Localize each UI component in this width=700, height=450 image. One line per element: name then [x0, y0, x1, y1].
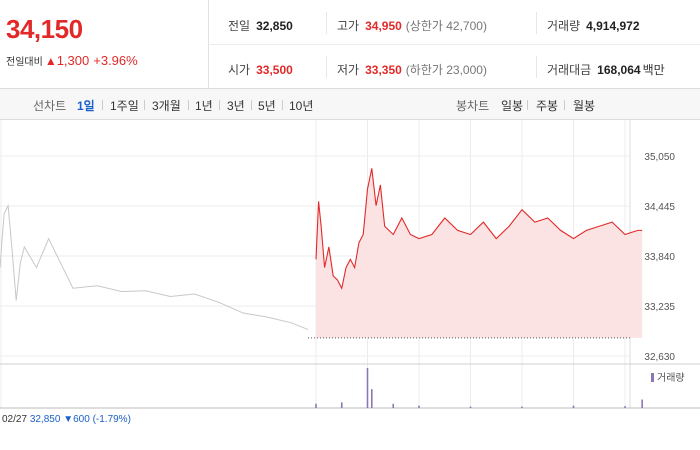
tab-1week[interactable]: 1주일: [110, 99, 139, 113]
stat-low: 저가 33,350 (하한가 23,000): [337, 63, 487, 77]
stat-open: 시가 33,500: [228, 63, 293, 77]
y-tick-label: 32,630: [644, 352, 675, 363]
tab-5year[interactable]: 5년: [258, 99, 276, 113]
stat-prev-close: 전일 32,850: [228, 19, 293, 33]
y-tick-label: 33,840: [644, 252, 675, 263]
tab-monthly-candle[interactable]: 월봉: [573, 99, 596, 113]
volume-bar: [418, 405, 420, 408]
today-series: [308, 168, 643, 339]
volume-bar: [521, 406, 523, 408]
current-price: 34,150: [6, 14, 83, 44]
volume-legend: 거래량: [651, 372, 685, 384]
volume-bar: [370, 389, 373, 408]
today-area-fill: [316, 168, 643, 338]
candle-chart-label: 봉차트: [456, 99, 490, 113]
stat-high: 고가 34,950 (상한가 42,700): [337, 19, 487, 33]
volume-bar: [340, 402, 343, 408]
volume-legend-label: 거래량: [657, 372, 685, 384]
up-triangle-icon: ▲: [44, 54, 57, 68]
tab-daily-candle[interactable]: 일봉: [501, 99, 524, 113]
tab-weekly-candle[interactable]: 주봉: [536, 99, 559, 113]
tab-10year[interactable]: 10년: [289, 99, 314, 113]
tab-3year[interactable]: 3년: [227, 99, 245, 113]
change-label: 전일대비: [6, 57, 43, 68]
volume-bar: [624, 406, 626, 408]
volume-bar: [392, 403, 395, 408]
volume-bars: [315, 368, 643, 408]
prev-day-summary: 02/27 32,850 ▼600 (-1.79%): [2, 414, 131, 425]
change-amount: 1,300: [56, 53, 90, 68]
volume-bar: [469, 406, 472, 408]
volume-legend-swatch: [651, 373, 654, 382]
today-price-line: [315, 168, 643, 290]
stats-panel: 전일 32,850 시가 33,500 고가 34,950 (상한가 42,700) 저…: [210, 0, 700, 88]
prev-day-price: 32,850: [29, 414, 61, 425]
stat-volume: 거래량 4,914,972: [547, 19, 640, 33]
price-summary: 34,150 전일대비 ▲1,300 +3.96% 전일 32,850 시가 33,50…: [0, 0, 700, 89]
volume-bar: [315, 403, 317, 408]
prev-day-line: [0, 203, 309, 331]
volume-bar: [366, 368, 369, 408]
tab-3month[interactable]: 3개월: [152, 99, 181, 113]
stat-trade-amount: 거래대금 168,064 백만: [547, 63, 665, 77]
price-change: 전일대비 ▲1,300 +3.96%: [6, 53, 138, 68]
y-axis-labels: 35,050 34,445 33,840 33,235 32,630: [644, 152, 675, 363]
volume-bar: [572, 405, 575, 408]
prev-day-change: ▼600: [63, 414, 90, 425]
tab-1year[interactable]: 1년: [195, 99, 213, 113]
prev-day-date: 02/27: [2, 414, 28, 425]
y-tick-label: 33,235: [644, 302, 675, 313]
prev-day-percent: (-1.79%): [92, 414, 131, 425]
line-chart-label: 선차트: [33, 99, 67, 113]
prev-day-series: [0, 203, 309, 331]
y-tick-label: 34,445: [644, 202, 675, 213]
tab-1day[interactable]: 1일: [77, 99, 95, 113]
change-percent: +3.96%: [93, 53, 138, 68]
chart-tab-bar: 선차트 1일 1주일 3개월 1년 3년 5년 10년 봉차트 일봉 주봉 월봉: [0, 89, 700, 120]
volume-bar: [641, 399, 643, 408]
y-tick-label: 35,050: [644, 152, 675, 163]
price-block: 34,150 전일대비 ▲1,300 +3.96%: [0, 0, 209, 88]
